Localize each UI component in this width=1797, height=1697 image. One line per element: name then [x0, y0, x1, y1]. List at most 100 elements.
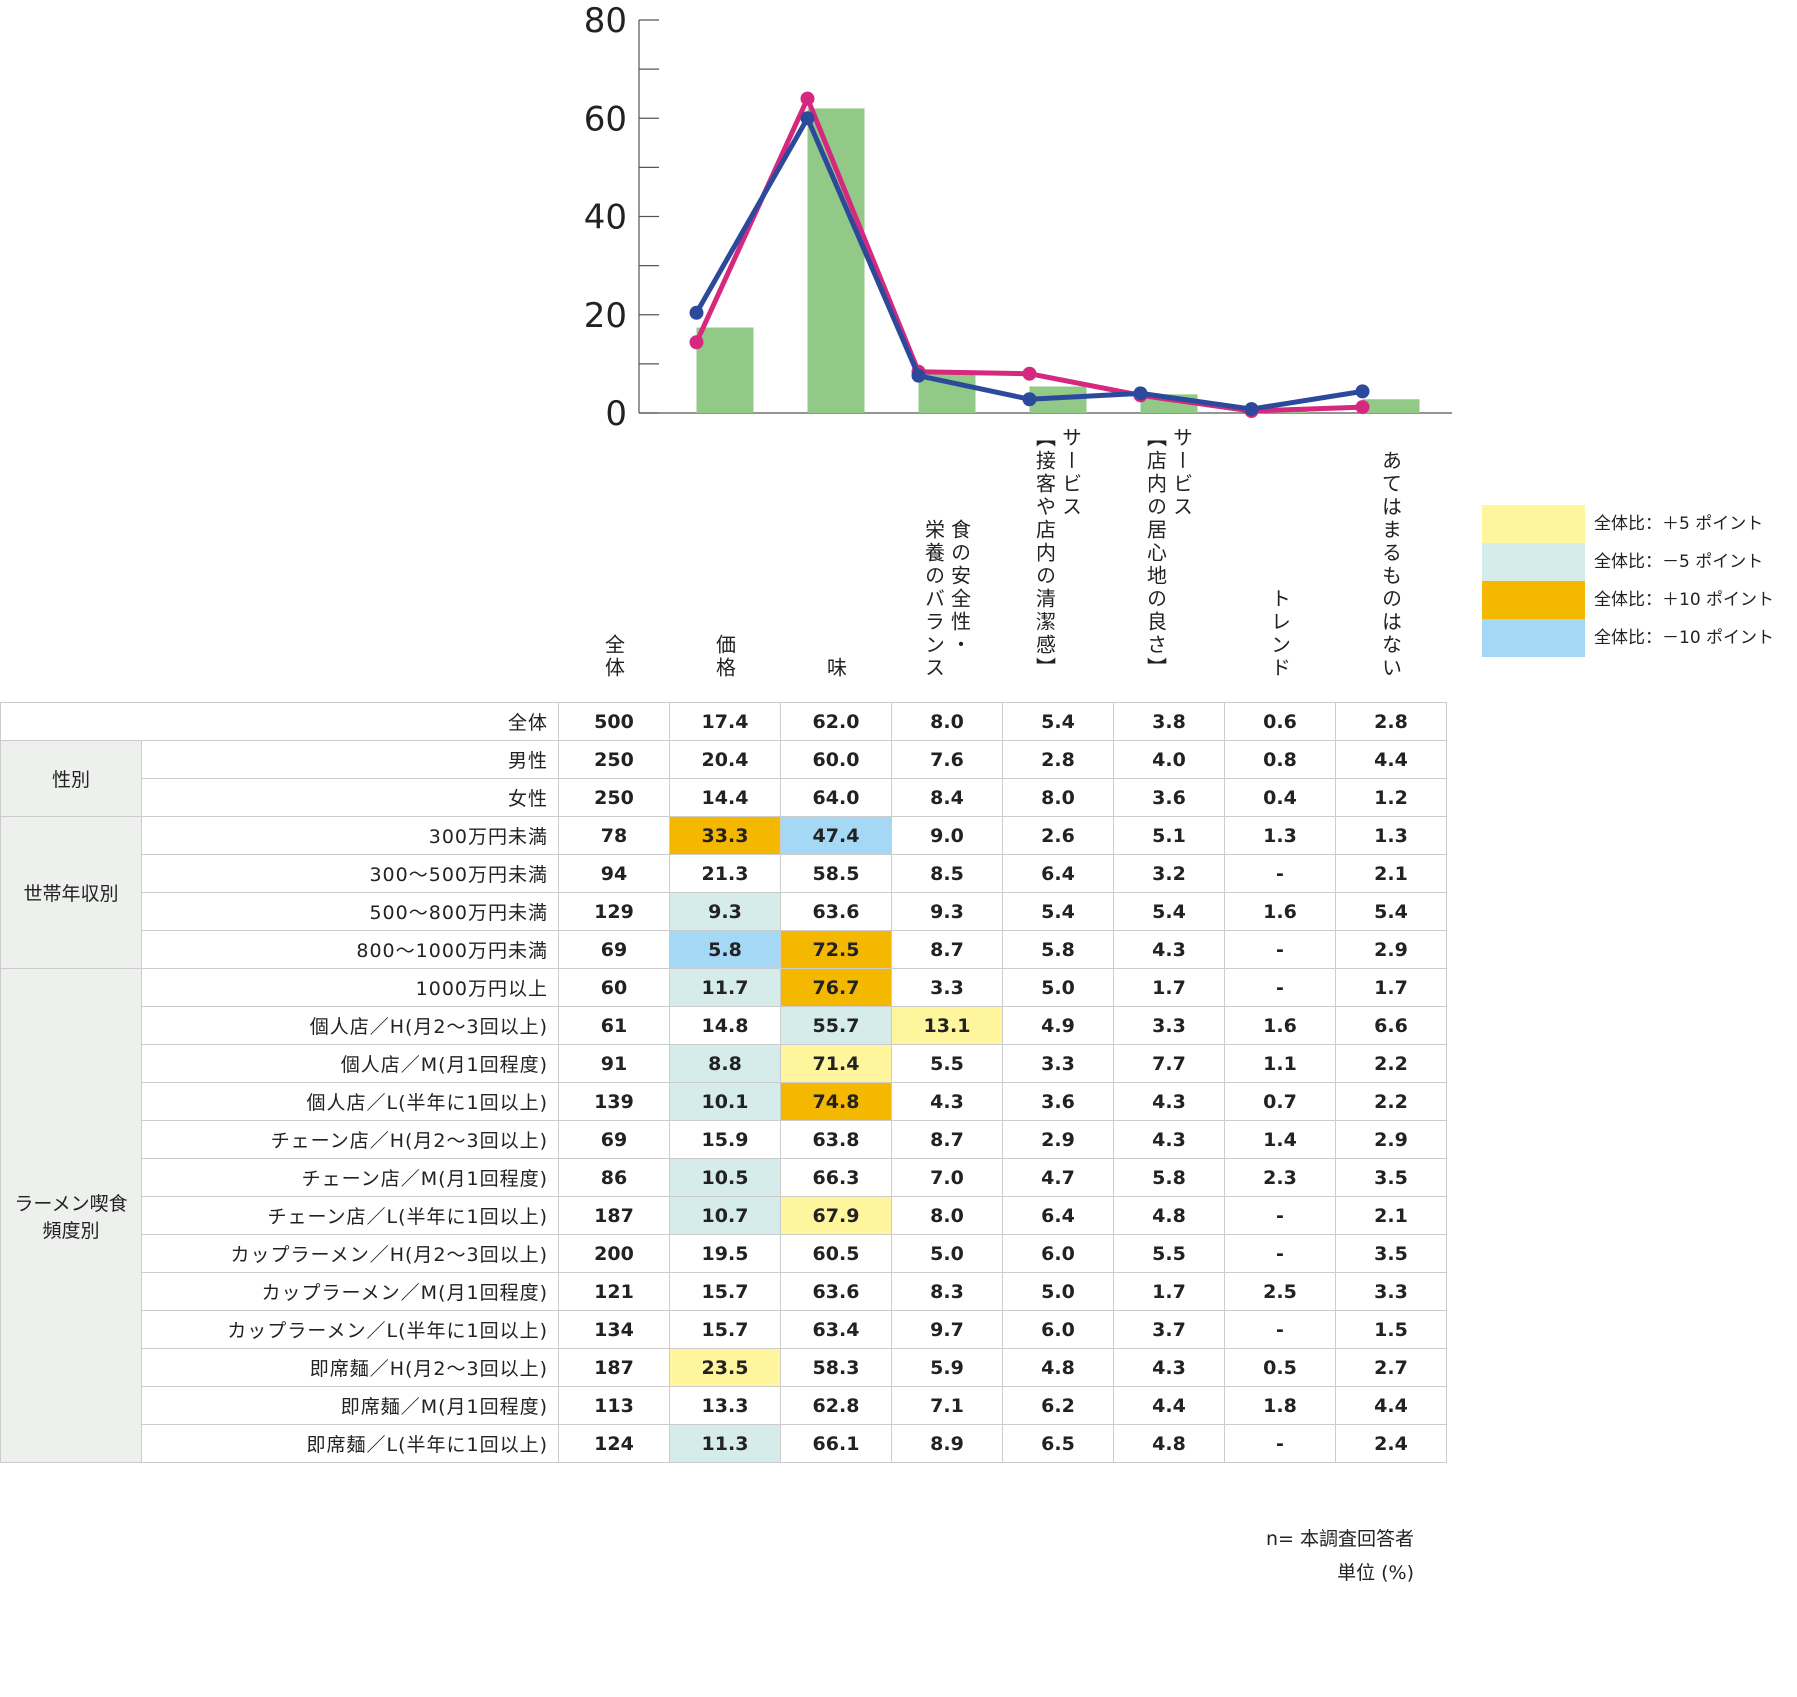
row-label: 300万円未満 [141, 816, 559, 855]
chart: 0 20 40 60 80 [584, 1, 1452, 434]
row-label: 即席麺／H(月2～3回以上) [141, 1348, 559, 1387]
group-label: ラーメン喫食 [14, 1192, 128, 1215]
row-label: カップラーメン／M(月1回程度) [141, 1272, 559, 1311]
value-cell: 47.4 [780, 816, 892, 855]
value-cell: 8.0 [891, 702, 1003, 741]
value-cell: 15.9 [669, 1120, 781, 1159]
n-cell: 86 [558, 1158, 670, 1197]
row-label: 500～800万円未満 [141, 892, 559, 931]
row-label: チェーン店／H(月2～3回以上) [141, 1120, 559, 1159]
table-body: 全体 500 17.4 62.0 8.0 5.4 3.8 0.6 2.8 性別 男性 250 20.4 6… [0, 702, 1447, 1463]
value-cell: 9.3 [891, 892, 1003, 931]
value-cell: 9.7 [891, 1310, 1003, 1349]
row-label: カップラーメン／L(半年に1回以上) [141, 1310, 559, 1349]
value-cell: 2.4 [1335, 1424, 1447, 1463]
n-cell: 121 [558, 1272, 670, 1311]
value-cell: 7.0 [891, 1158, 1003, 1197]
value-cell: 63.6 [780, 1272, 892, 1311]
value-cell: 62.8 [780, 1386, 892, 1425]
value-cell: - [1224, 968, 1336, 1007]
table-row: 女性 250 14.4 64.0 8.4 8.0 3.6 0.4 1.2 [1, 778, 1447, 817]
line-point [689, 305, 704, 320]
column-header: トレンド [1267, 588, 1293, 680]
value-cell: 60.0 [780, 740, 892, 779]
value-cell: 17.4 [669, 702, 781, 741]
value-cell: 10.5 [669, 1158, 781, 1197]
line-point [800, 91, 815, 106]
line-point [689, 335, 704, 350]
n-cell: 187 [558, 1196, 670, 1235]
bar [1362, 399, 1420, 413]
column-header-line: 栄養のバランス [921, 519, 946, 680]
value-cell: 4.7 [1002, 1158, 1114, 1197]
column-header-line: あてはまるものはない [1378, 450, 1403, 680]
y-tick-label: 20 [584, 296, 627, 336]
column-header-line: 味 [823, 657, 848, 680]
table-row: チェーン店／L(半年に1回以上) 187 10.7 67.9 8.0 6.4 4.8-2.1 [1, 1196, 1447, 1235]
value-cell: 2.5 [1224, 1272, 1336, 1311]
value-cell: 20.4 [669, 740, 781, 779]
table-row: 300～500万円未満 94 21.3 58.5 8.5 6.4 3.2-2.1 [1, 854, 1447, 893]
value-cell: 2.2 [1335, 1044, 1447, 1083]
value-cell: 6.5 [1002, 1424, 1114, 1463]
y-tick-label: 80 [584, 1, 627, 41]
value-cell: 1.8 [1224, 1386, 1336, 1425]
table-row: 即席麺／H(月2～3回以上) 187 23.5 58.3 5.9 4.8 4.3 0.5 2.7 [1, 1348, 1447, 1387]
row-label: 即席麺／M(月1回程度) [141, 1386, 559, 1425]
value-cell: 6.6 [1335, 1006, 1447, 1045]
row-label: 個人店／L(半年に1回以上) [141, 1082, 559, 1121]
value-cell: 7.6 [891, 740, 1003, 779]
n-cell: 129 [558, 892, 670, 931]
value-cell: 1.7 [1113, 1272, 1225, 1311]
value-cell: 14.4 [669, 778, 781, 817]
n-cell: 139 [558, 1082, 670, 1121]
value-cell: 8.4 [891, 778, 1003, 817]
value-cell: 5.1 [1113, 816, 1225, 855]
value-cell: 33.3 [669, 816, 781, 855]
column-header: サービス 【接客や店内の清潔感】 [1032, 427, 1084, 680]
value-cell: 4.4 [1113, 1386, 1225, 1425]
row-label: 800～1000万円未満 [141, 930, 559, 969]
row-label: 即席麺／L(半年に1回以上) [141, 1424, 559, 1463]
value-cell: 5.0 [891, 1234, 1003, 1273]
column-header: 食の安全性・ 栄養のバランス [921, 519, 973, 680]
value-cell: 3.3 [1002, 1044, 1114, 1083]
value-cell: 74.8 [780, 1082, 892, 1121]
value-cell: 1.6 [1224, 892, 1336, 931]
value-cell: 4.3 [1113, 1082, 1225, 1121]
column-header: 味 [823, 657, 849, 680]
legend-swatch [1482, 505, 1585, 543]
note: 単位 (%) [1337, 1562, 1414, 1584]
value-cell: 3.6 [1002, 1082, 1114, 1121]
line-point [1244, 402, 1259, 417]
value-cell: 5.5 [891, 1044, 1003, 1083]
n-cell: 200 [558, 1234, 670, 1273]
row-label: 個人店／H(月2～3回以上) [141, 1006, 559, 1045]
value-cell: 10.1 [669, 1082, 781, 1121]
value-cell: 3.3 [1113, 1006, 1225, 1045]
row-label: カップラーメン／H(月2～3回以上) [141, 1234, 559, 1273]
n-cell: 250 [558, 778, 670, 817]
value-cell: 8.0 [1002, 778, 1114, 817]
line-point [1022, 366, 1037, 381]
value-cell: 66.1 [780, 1424, 892, 1463]
value-cell: 6.0 [1002, 1310, 1114, 1349]
value-cell: 3.6 [1113, 778, 1225, 817]
row-label: 1000万円以上 [141, 968, 559, 1007]
row-label: チェーン店／L(半年に1回以上) [141, 1196, 559, 1235]
value-cell: 3.2 [1113, 854, 1225, 893]
value-cell: 5.4 [1335, 892, 1447, 931]
data-table: 全体 500 17.4 62.0 8.0 5.4 3.8 0.6 2.8 性別 男性 250 20.4 6… [0, 702, 1447, 1463]
legend-label: 全体比：－10 ポイント [1594, 628, 1775, 648]
value-cell: 0.8 [1224, 740, 1336, 779]
column-header-line: 【店内の居心地の良さ】 [1143, 427, 1168, 680]
value-cell: 15.7 [669, 1310, 781, 1349]
value-cell: 1.7 [1113, 968, 1225, 1007]
value-cell: 4.3 [1113, 930, 1225, 969]
value-cell: 4.4 [1335, 1386, 1447, 1425]
n-cell: 61 [558, 1006, 670, 1045]
n-cell: 69 [558, 930, 670, 969]
column-header-line: 価格 [712, 634, 737, 680]
value-cell: - [1224, 930, 1336, 969]
table-row: 世帯年収別 300万円未満 78 33.3 47.4 9.0 2.6 5.1 1.3 1.3 [0, 816, 1447, 969]
